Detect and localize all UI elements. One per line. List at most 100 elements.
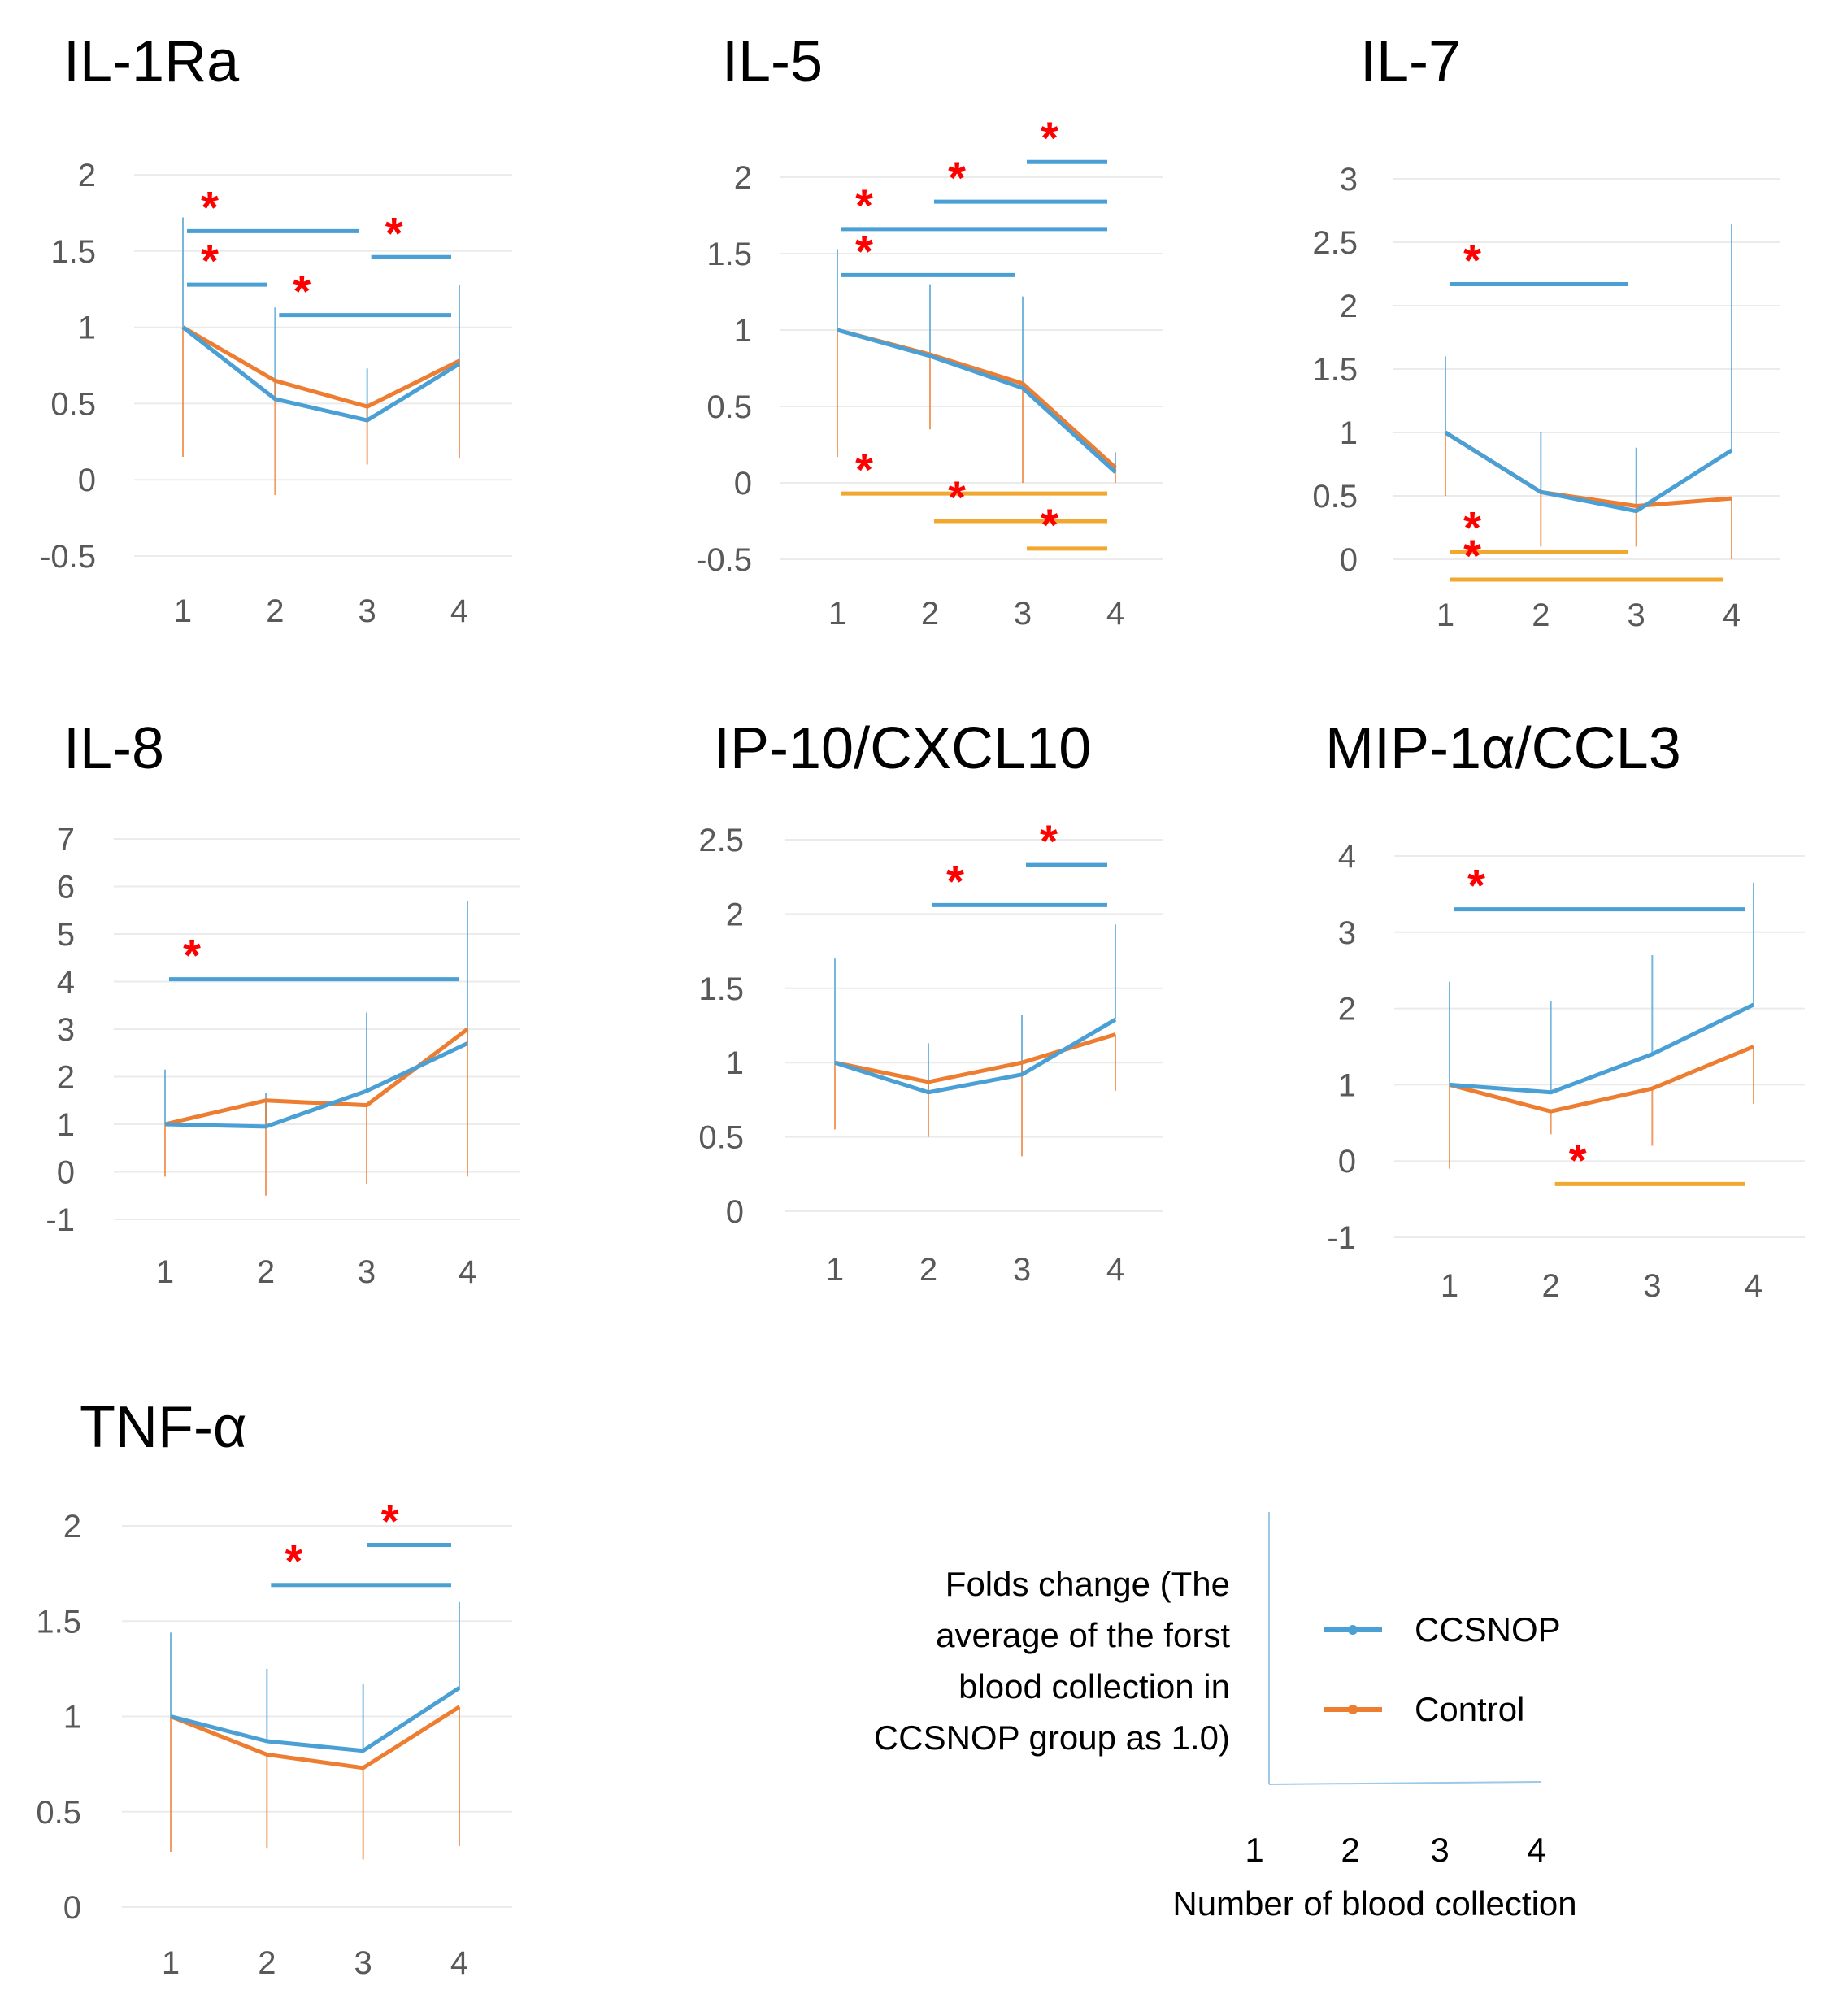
- x-tick-label: 1: [1437, 597, 1454, 633]
- significance-asterisk: *: [855, 180, 873, 231]
- x-tick-label: 1: [1441, 1268, 1458, 1304]
- legend-ylabel-line-1: Folds change (The: [945, 1565, 1230, 1603]
- x-tick-label: 3: [1014, 596, 1032, 632]
- legend-ccsnop-label: CCSNOP: [1415, 1610, 1561, 1649]
- y-tick-label: 3: [1338, 915, 1356, 951]
- chart-title: TNF-α: [80, 1395, 247, 1460]
- y-tick-label: 0.5: [698, 1120, 744, 1156]
- y-tick-label: 2: [734, 160, 752, 196]
- x-tick-label: 2: [1532, 597, 1550, 633]
- chart-panel-mip-1α-ccl3: MIP-1α/CCL3 4 3 2 1 0 -1 1 2 3 4 * *: [1325, 716, 1805, 1304]
- chart-panel-il-8: IL-8 7 6 5 4 3 2 1 0 -1 1 2 3 4 *: [46, 716, 520, 1290]
- legend-xtick-3: 3: [1430, 1831, 1449, 1869]
- y-tick-label: 0: [57, 1155, 75, 1191]
- x-tick-label: 3: [354, 1945, 372, 1981]
- y-tick-label: 0.5: [706, 389, 752, 425]
- x-tick-label: 4: [1745, 1268, 1763, 1304]
- significance-asterisk: *: [1463, 530, 1481, 581]
- x-tick-label: 1: [826, 1252, 844, 1288]
- y-tick-label: 1: [726, 1045, 744, 1081]
- legend-control-label: Control: [1415, 1690, 1524, 1728]
- x-tick-label: 3: [358, 1254, 376, 1290]
- x-tick-label: 4: [1106, 1252, 1124, 1288]
- series-line-control: [837, 328, 1117, 470]
- y-tick-label: 1: [1340, 415, 1358, 451]
- legend-xtick-1: 1: [1245, 1831, 1263, 1869]
- y-tick-label: 1.5: [50, 234, 96, 270]
- series-line-ccsnop: [834, 1018, 1117, 1095]
- series-line-ccsnop: [181, 325, 461, 423]
- significance-asterisk: *: [1467, 860, 1485, 911]
- legend-control-marker: [1348, 1705, 1358, 1714]
- y-tick-label: 0.5: [36, 1795, 81, 1831]
- x-tick-label: 2: [257, 1254, 275, 1290]
- y-tick-label: -1: [46, 1202, 75, 1238]
- y-tick-label: -0.5: [696, 542, 752, 578]
- series-line-control: [170, 1705, 461, 1771]
- y-tick-label: 1.5: [36, 1604, 81, 1640]
- y-tick-label: 0: [63, 1890, 81, 1926]
- y-tick-label: 7: [57, 822, 75, 858]
- legend-panel: Folds change (The average of the forst b…: [874, 1512, 1577, 1923]
- y-tick-label: 4: [1338, 839, 1356, 875]
- chart-panel-il-7: IL-732.521.510.501 2 3 4***: [1312, 29, 1780, 633]
- y-tick-label: 1: [734, 313, 752, 349]
- x-tick-label: 3: [1013, 1252, 1031, 1288]
- significance-asterisk: *: [1041, 499, 1058, 550]
- y-tick-label: 0.5: [50, 386, 96, 422]
- significance-asterisk: *: [285, 1536, 302, 1587]
- significance-asterisk: *: [1463, 502, 1481, 554]
- x-tick-label: 1: [828, 596, 846, 632]
- y-tick-label: 3: [1340, 162, 1358, 198]
- y-tick-label: 2: [1340, 289, 1358, 324]
- chart-panel-tnf-α: TNF-α 2 1.5 1 0.5 0 1 2 3 4 * *: [36, 1395, 512, 1981]
- x-tick-label: 3: [1628, 597, 1645, 633]
- legend-xtick-4: 4: [1527, 1831, 1545, 1869]
- series-line-ccsnop: [837, 328, 1117, 474]
- y-tick-label: 0: [1340, 542, 1358, 578]
- chart-title: MIP-1α/CCL3: [1325, 716, 1681, 781]
- y-tick-label: 1.5: [698, 971, 744, 1007]
- legend-xtick-2: 2: [1341, 1831, 1359, 1869]
- series-line-ccsnop: [164, 1041, 469, 1129]
- significance-asterisk: *: [1463, 234, 1481, 285]
- y-tick-label: 5: [57, 917, 75, 953]
- x-tick-label: 2: [1542, 1268, 1560, 1304]
- chart-title: IL-7: [1360, 29, 1461, 94]
- significance-asterisk: *: [855, 225, 873, 276]
- x-tick-label: 2: [921, 596, 939, 632]
- y-tick-label: 2.5: [1312, 225, 1358, 261]
- y-tick-label: 1: [1338, 1067, 1356, 1103]
- chart-panel-ip-10-cxcl10: IP-10/CXCL10 2.5 2 1.5 1 0.5 0 1 2 3 4 * *: [698, 716, 1163, 1288]
- y-tick-label: 2.5: [698, 823, 744, 858]
- significance-asterisk: *: [201, 181, 219, 232]
- y-tick-label: 2: [63, 1509, 81, 1545]
- significance-asterisk: *: [946, 855, 964, 906]
- y-tick-label: 2: [78, 158, 96, 193]
- y-tick-label: -0.5: [40, 539, 96, 575]
- x-tick-label: 4: [450, 1945, 468, 1981]
- significance-asterisk: *: [183, 930, 201, 981]
- chart-title: IL-5: [722, 29, 823, 94]
- y-tick-label: 6: [57, 870, 75, 906]
- chart-panel-il-5: IL-521.510.50-0.51 2 3 4*******: [696, 29, 1163, 632]
- x-tick-label: 2: [266, 593, 284, 629]
- significance-asterisk: *: [1569, 1134, 1587, 1185]
- series-line-control: [1449, 1045, 1754, 1114]
- y-tick-label: 0: [726, 1194, 744, 1230]
- series-line-ccsnop: [1449, 1002, 1755, 1095]
- x-tick-label: 1: [156, 1254, 174, 1290]
- significance-asterisk: *: [293, 266, 311, 317]
- y-tick-label: 1.5: [706, 237, 752, 272]
- chart-title: IL-1Ra: [63, 29, 240, 94]
- series-line-ccsnop: [1444, 430, 1733, 514]
- y-tick-label: 1: [78, 311, 96, 346]
- y-tick-label: -1: [1327, 1220, 1356, 1256]
- significance-asterisk: *: [948, 152, 966, 203]
- y-tick-label: 1: [63, 1700, 81, 1736]
- series-line-control: [181, 325, 461, 409]
- significance-asterisk: *: [1040, 815, 1058, 867]
- legend-ccsnop-marker: [1348, 1625, 1358, 1635]
